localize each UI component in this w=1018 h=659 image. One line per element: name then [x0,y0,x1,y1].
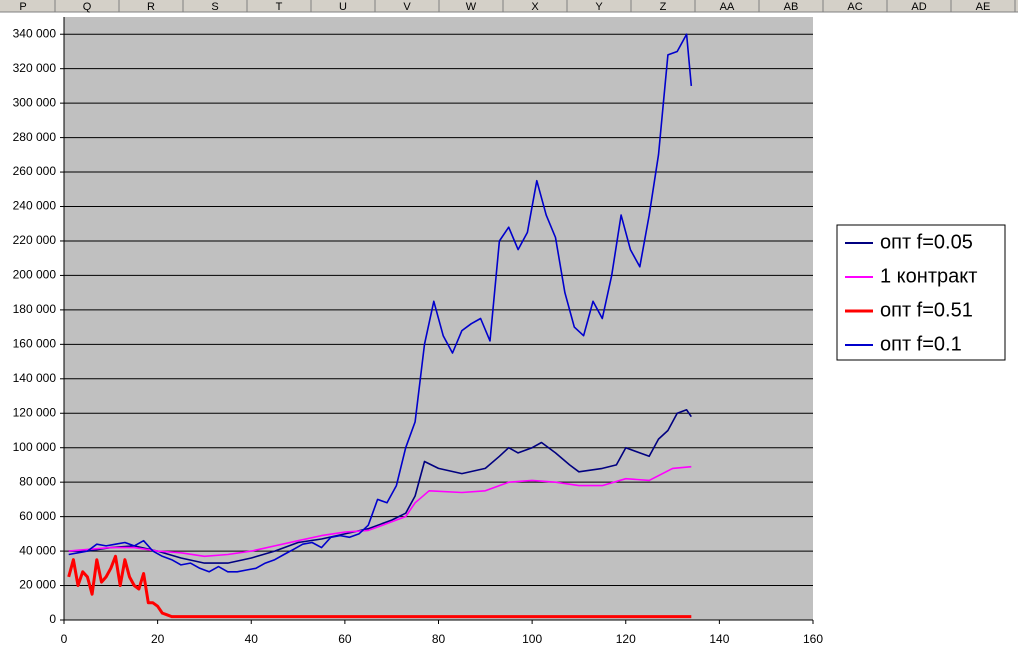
x-tick-label: 100 [522,632,542,646]
y-tick-label: 200 000 [13,268,57,282]
column-header: R [147,1,155,13]
y-tick-label: 100 000 [13,440,57,454]
y-tick-label: 80 000 [19,474,56,488]
column-header: U [339,1,347,13]
y-tick-label: 240 000 [13,199,57,213]
column-header: AC [847,1,862,13]
x-tick-label: 60 [338,632,352,646]
y-tick-label: 40 000 [19,543,56,557]
x-tick-label: 0 [61,632,68,646]
legend-label: опт f=0.05 [880,231,973,253]
x-tick-label: 20 [151,632,165,646]
series-line [67,554,692,619]
x-tick-label: 80 [432,632,446,646]
y-tick-label: 0 [49,612,56,626]
legend-label: 1 контракт [880,265,977,287]
column-header: AE [976,1,991,13]
legend-label: опт f=0.51 [880,299,973,321]
column-header: Z [660,1,667,13]
y-tick-label: 340 000 [13,26,57,40]
column-header: Q [83,1,92,13]
y-tick-label: 260 000 [13,164,57,178]
x-tick-label: 120 [616,632,636,646]
y-tick-label: 300 000 [13,95,57,109]
legend-label: опт f=0.1 [880,333,962,355]
y-tick-label: 160 000 [13,337,57,351]
y-tick-label: 220 000 [13,233,57,247]
x-tick-label: 140 [709,632,729,646]
y-tick-label: 320 000 [13,61,57,75]
column-header: W [466,1,477,13]
column-header: V [403,1,411,13]
legend [836,224,1006,361]
column-header: Y [595,1,603,13]
x-tick-label: 40 [245,632,259,646]
y-tick-label: 280 000 [13,130,57,144]
y-tick-label: 60 000 [19,509,56,523]
x-tick-label: 160 [803,632,823,646]
y-tick-label: 20 000 [19,578,56,592]
column-header: AB [784,1,799,13]
series-line [68,465,692,558]
column-header: T [276,1,283,13]
column-header-bar [0,0,1018,12]
column-header: AD [911,1,926,13]
column-header: X [531,1,539,13]
column-header: P [19,1,26,13]
y-tick-label: 120 000 [13,405,57,419]
series-line [68,409,692,564]
y-tick-label: 180 000 [13,302,57,316]
y-tick-label: 140 000 [13,371,57,385]
column-header: AA [720,1,735,13]
column-header: S [211,1,218,13]
series-line [68,33,693,573]
